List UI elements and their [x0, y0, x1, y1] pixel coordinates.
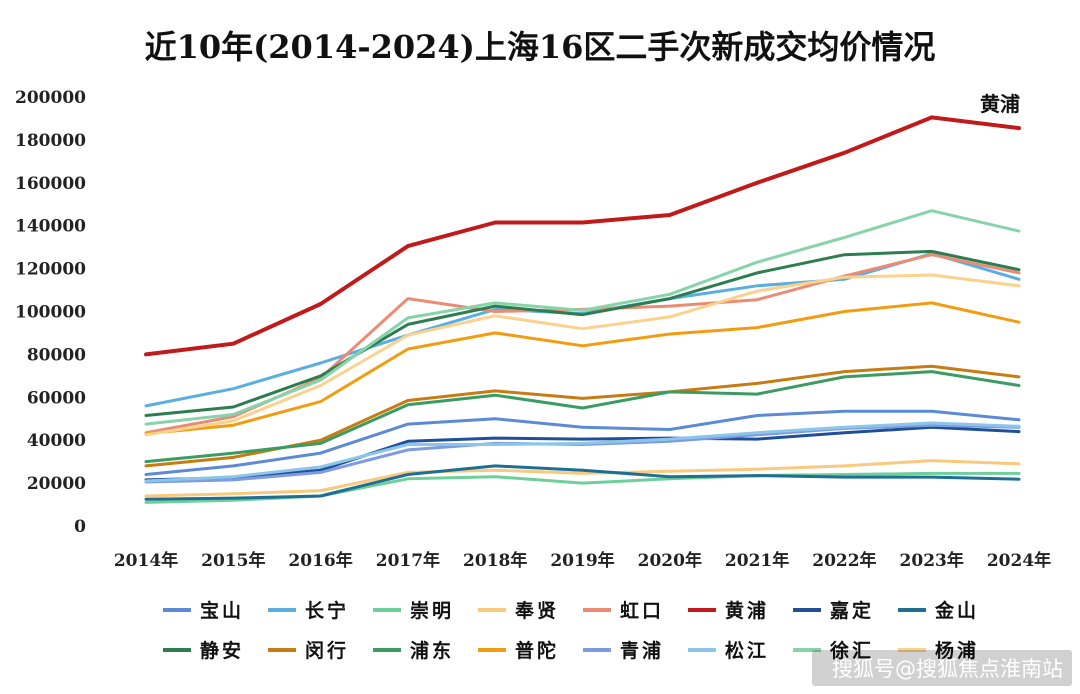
- series-line-12: [144, 301, 1021, 436]
- legend-label: 徐汇: [829, 639, 874, 662]
- y-tick-label: 200000: [15, 88, 86, 108]
- x-axis-ticks: 2014年 2015年 2016年 2017年 2018年 2019年 2020年 2021年…: [114, 550, 1051, 571]
- series-line-5: [144, 253, 1021, 435]
- series-line-4: [144, 459, 1021, 498]
- legend-label: 松江: [725, 639, 769, 662]
- y-tick-label: 140000: [15, 217, 86, 237]
- legend-label: 黄浦: [725, 599, 769, 622]
- legend-label: 奉贤: [514, 599, 559, 622]
- legend-label: 闵行: [305, 639, 349, 662]
- watermark-text: 搜狐号@搜狐焦点淮南站: [832, 657, 1063, 681]
- y-tick-label: 60000: [27, 388, 86, 408]
- x-tick-label: 2020年: [638, 550, 702, 571]
- x-tick-label: 2016年: [288, 550, 352, 571]
- x-tick-label: 2024年: [987, 550, 1051, 571]
- series-line-7: [144, 425, 1021, 482]
- huangpu-annotation: 黄浦: [980, 92, 1020, 116]
- legend-label: 嘉定: [829, 599, 874, 622]
- legend-label: 普陀: [515, 639, 559, 662]
- legend-label: 青浦: [620, 639, 664, 662]
- legend-label: 杨浦: [935, 639, 979, 662]
- x-tick-label: 2019年: [550, 550, 614, 571]
- series-line-11: [144, 370, 1021, 464]
- y-tick-label: 160000: [15, 174, 86, 194]
- series-line-14: [144, 421, 1021, 483]
- y-tick-label: 20000: [27, 474, 86, 494]
- x-tick-label: 2014年: [114, 550, 178, 571]
- series-lines: [144, 115, 1021, 504]
- y-tick-label: 80000: [27, 345, 86, 365]
- legend-label: 宝山: [200, 599, 244, 622]
- y-axis-ticks: 2000001800001600001400001200001000008000…: [15, 88, 86, 537]
- series-line-9: [144, 249, 1021, 417]
- legend-label: 虹口: [620, 599, 664, 622]
- y-tick-label: 120000: [15, 260, 86, 280]
- x-tick-label: 2022年: [812, 550, 876, 571]
- series-line-1: [144, 409, 1021, 476]
- y-tick-label: 180000: [15, 131, 86, 151]
- x-tick-label: 2015年: [201, 550, 265, 571]
- x-tick-label: 2021年: [725, 550, 789, 571]
- y-tick-label: 40000: [27, 431, 86, 451]
- x-tick-label: 2017年: [376, 550, 440, 571]
- legend-label: 长宁: [305, 599, 349, 622]
- series-line-8: [144, 464, 1021, 501]
- y-tick-label: 100000: [15, 303, 86, 323]
- x-tick-label: 2018年: [463, 550, 527, 571]
- series-line-10: [144, 364, 1021, 468]
- chart-title: 近10年(2014-2024)上海16区二手次新成交均价情况: [145, 28, 936, 66]
- legend-label: 静安: [200, 639, 244, 662]
- y-tick-label: 0: [74, 517, 86, 537]
- series-line-16: [144, 273, 1021, 437]
- series-line-15: [144, 209, 1021, 426]
- legend-label: 金山: [934, 599, 979, 622]
- legend-label: 崇明: [410, 599, 454, 622]
- watermark: 搜狐号@搜狐焦点淮南站: [812, 650, 1072, 686]
- legend-label: 浦东: [410, 639, 454, 662]
- x-tick-label: 2023年: [900, 550, 964, 571]
- series-line-6: [144, 115, 1021, 357]
